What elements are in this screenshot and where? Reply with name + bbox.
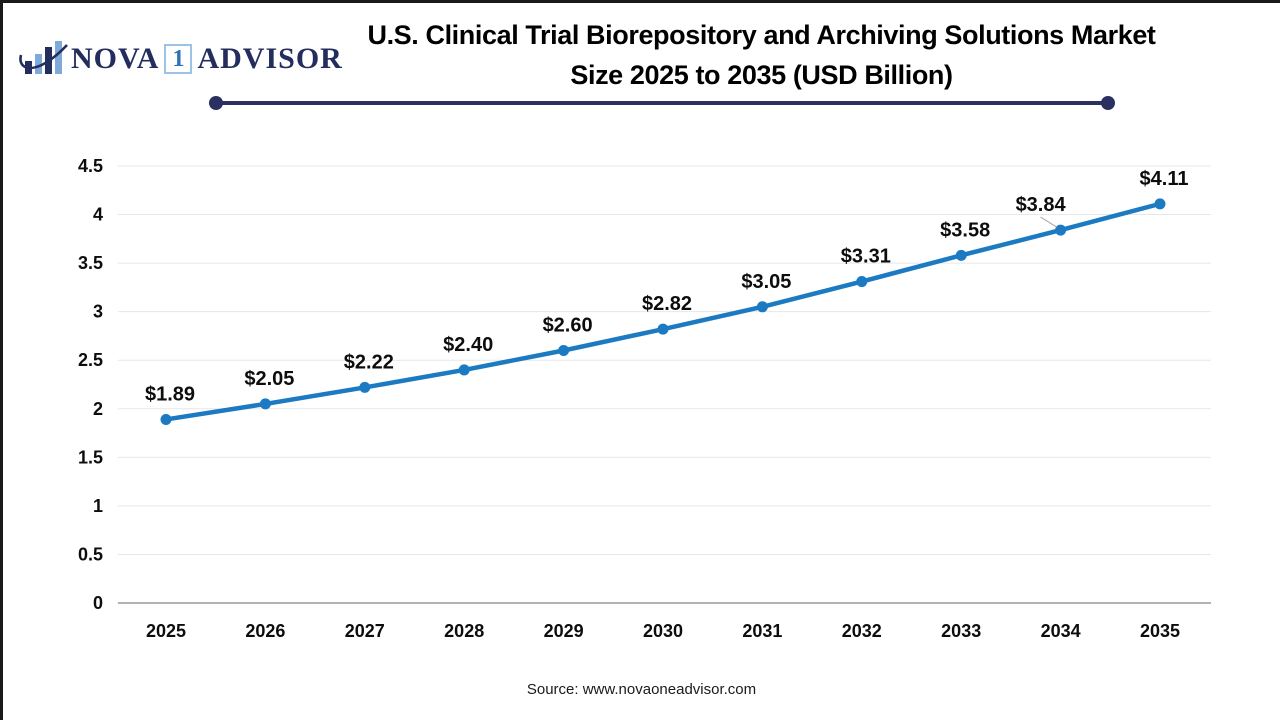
logo-one-badge: 1 <box>164 44 193 74</box>
x-tick-label: 2027 <box>345 621 385 641</box>
y-tick-label: 3.5 <box>78 253 103 273</box>
y-tick-label: 4 <box>93 205 103 225</box>
x-tick-label: 2033 <box>941 621 981 641</box>
data-point <box>160 413 172 425</box>
logo-word-nova: NOVA <box>71 42 160 75</box>
data-label: $2.60 <box>543 315 593 337</box>
data-point <box>856 276 868 288</box>
data-label: $2.82 <box>642 293 692 315</box>
chart-title-line1: U.S. Clinical Trial Biorepository and Ar… <box>367 20 1156 50</box>
y-tick-label: 4.5 <box>78 156 103 176</box>
y-tick-label: 1.5 <box>78 447 103 467</box>
nova-one-advisor-logo: NOVA 1 ADVISOR <box>19 37 343 81</box>
logo-word-advisor: ADVISOR <box>197 42 343 75</box>
y-tick-label: 2.5 <box>78 350 103 370</box>
chart-title: U.S. Clinical Trial Biorepository and Ar… <box>258 15 1265 95</box>
y-tick-label: 3 <box>93 302 103 322</box>
data-label: $3.05 <box>741 271 791 293</box>
source-text: Source: www.novaoneadvisor.com <box>526 681 757 698</box>
x-tick-label: 2035 <box>1140 621 1180 641</box>
market-size-line-chart: 0 0.5 1 1.5 2 2.5 3 3.5 4 4.5 2025 2026 2027 2028 2029… <box>78 156 1211 641</box>
data-point <box>359 381 371 393</box>
data-label: $3.84 <box>1016 194 1067 216</box>
x-tick-label: 2025 <box>146 621 186 641</box>
data-point <box>1055 224 1067 236</box>
data-label: $3.31 <box>841 246 891 268</box>
bar-chart-swoosh-icon <box>19 41 68 74</box>
x-tick-label: 2031 <box>742 621 782 641</box>
x-tick-label: 2030 <box>643 621 683 641</box>
y-tick-label: 1 <box>93 496 103 516</box>
data-point <box>259 398 271 410</box>
title-underline-left-dot <box>209 96 223 110</box>
title-underline <box>216 101 1108 105</box>
data-point <box>756 301 768 313</box>
y-tick-label: 2 <box>93 399 103 419</box>
data-point <box>558 345 570 357</box>
data-point <box>955 249 967 261</box>
data-point <box>657 323 669 335</box>
label-leader-line <box>1040 216 1057 228</box>
x-tick-label: 2029 <box>544 621 584 641</box>
y-tick-label: 0.5 <box>78 544 103 564</box>
data-label: $1.89 <box>145 383 195 405</box>
title-underline-right-dot <box>1101 96 1115 110</box>
x-tick-label: 2026 <box>245 621 285 641</box>
data-point <box>458 364 470 376</box>
data-label: $2.40 <box>443 334 493 356</box>
x-tick-label: 2034 <box>1041 621 1081 641</box>
x-tick-label: 2028 <box>444 621 484 641</box>
data-label: $4.11 <box>1140 168 1189 190</box>
y-tick-label: 0 <box>93 593 103 613</box>
data-label: $2.22 <box>344 351 394 373</box>
x-tick-label: 2032 <box>842 621 882 641</box>
data-point <box>1154 198 1166 210</box>
data-label: $2.05 <box>244 368 294 390</box>
data-label: $3.58 <box>940 219 990 241</box>
chart-title-line2: Size 2025 to 2035 (USD Billion) <box>570 60 953 90</box>
